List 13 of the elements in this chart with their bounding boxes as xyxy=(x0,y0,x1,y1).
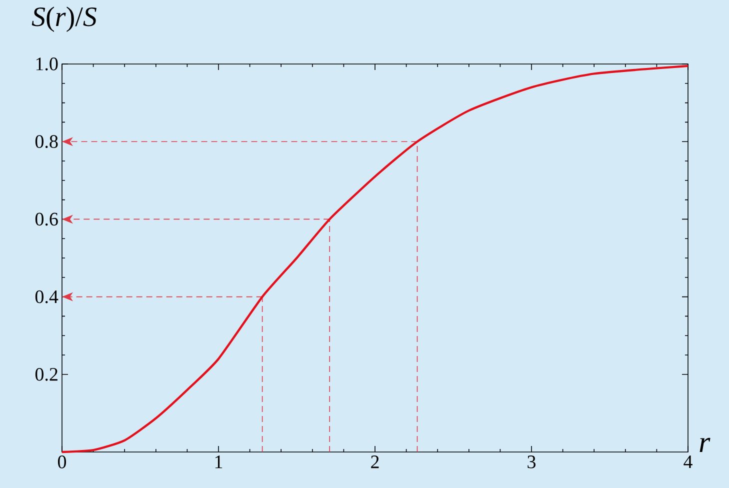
y-tick-label: 0.2 xyxy=(35,368,58,381)
y-axis-title: S(r)/S xyxy=(32,6,96,32)
y-tick-label: 0.8 xyxy=(35,135,58,148)
y-tick-label: 0.6 xyxy=(35,212,58,226)
x-tick-label: 1 xyxy=(215,456,222,468)
x-tick-label: 2 xyxy=(371,456,379,468)
y-tick-label: 1.0 xyxy=(36,58,58,70)
x-axis-title: r xyxy=(700,438,710,452)
x-tick-label: 4 xyxy=(684,456,692,468)
y-tick-label: 0.4 xyxy=(35,290,58,304)
line-series xyxy=(60,64,690,454)
x-tick-label: 0 xyxy=(58,456,66,468)
x-tick-label: 3 xyxy=(528,456,536,468)
